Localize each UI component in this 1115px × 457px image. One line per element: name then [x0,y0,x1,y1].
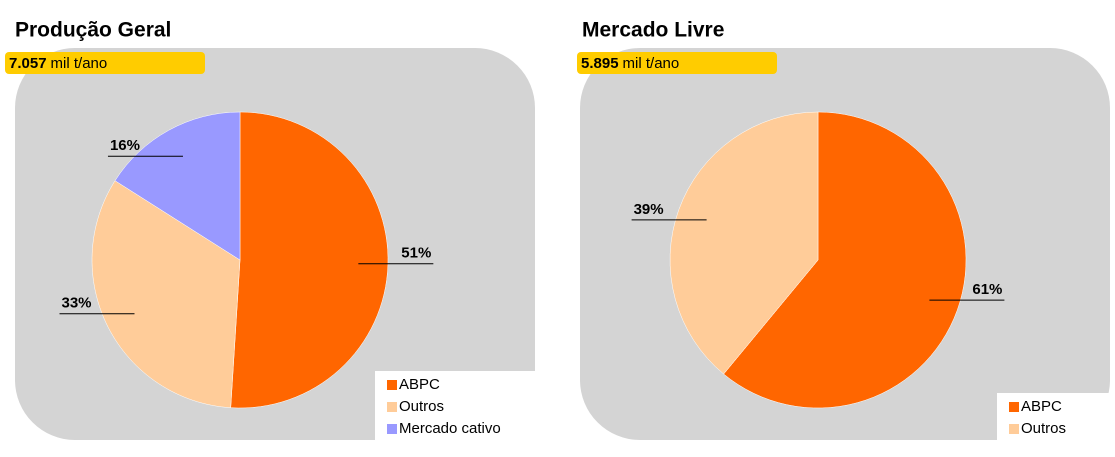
legend-swatch [387,424,397,434]
pie-slice [669,111,819,375]
legend-swatch [387,402,397,412]
data-label: 61% [972,281,1002,298]
legend-swatch [387,380,397,390]
data-label: 16% [110,137,140,154]
badge-unit: mil t/ano [623,55,680,72]
pie-slice [91,180,241,408]
legend-label: ABPC [1021,398,1062,415]
chart-title: Produção Geral [15,19,171,42]
badge-value: 7.057 [9,55,47,72]
pie-slice [723,111,967,409]
legend-swatch [1009,424,1019,434]
legend-swatch [1009,402,1019,412]
pie-slice [230,111,389,409]
legend-label: ABPC [399,376,440,393]
badge [5,52,205,74]
badge [577,52,777,74]
badge-value: 5.895 [581,55,619,72]
legend-label: Outros [1021,420,1066,437]
badge-unit: mil t/ano [51,55,108,72]
pie-slice [114,111,241,261]
legend-box [375,371,535,445]
data-label: 33% [62,295,92,312]
legend-label: Outros [399,398,444,415]
chart-title: Mercado Livre [582,19,724,42]
legend-box [997,393,1110,445]
legend-label: Mercado cativo [399,420,501,437]
badge-text: 7.057 mil t/ano [9,55,107,72]
data-label: 51% [401,245,431,262]
badge-text: 5.895 mil t/ano [581,55,679,72]
data-label: 39% [634,201,664,218]
